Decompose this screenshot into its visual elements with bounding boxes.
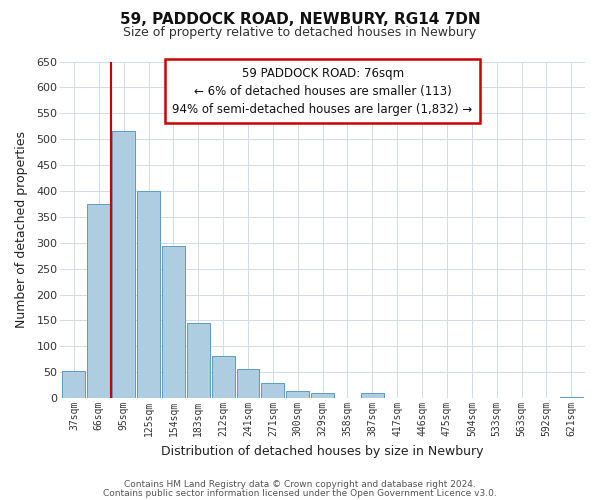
Text: 59 PADDOCK ROAD: 76sqm
← 6% of detached houses are smaller (113)
94% of semi-det: 59 PADDOCK ROAD: 76sqm ← 6% of detached … <box>172 66 473 116</box>
Text: Contains HM Land Registry data © Crown copyright and database right 2024.: Contains HM Land Registry data © Crown c… <box>124 480 476 489</box>
Bar <box>62 371 85 398</box>
Bar <box>361 393 384 398</box>
Bar <box>236 368 259 398</box>
Bar <box>311 393 334 398</box>
Text: Contains public sector information licensed under the Open Government Licence v3: Contains public sector information licen… <box>103 488 497 498</box>
Bar <box>137 191 160 398</box>
Text: Size of property relative to detached houses in Newbury: Size of property relative to detached ho… <box>124 26 476 39</box>
Bar <box>162 246 185 398</box>
Bar <box>187 323 210 398</box>
Bar <box>262 382 284 398</box>
Bar <box>212 356 235 398</box>
Bar <box>286 392 309 398</box>
Bar <box>88 204 110 398</box>
Bar <box>560 397 583 398</box>
Y-axis label: Number of detached properties: Number of detached properties <box>15 132 28 328</box>
X-axis label: Distribution of detached houses by size in Newbury: Distribution of detached houses by size … <box>161 444 484 458</box>
Text: 59, PADDOCK ROAD, NEWBURY, RG14 7DN: 59, PADDOCK ROAD, NEWBURY, RG14 7DN <box>119 12 481 28</box>
Bar <box>112 132 135 398</box>
